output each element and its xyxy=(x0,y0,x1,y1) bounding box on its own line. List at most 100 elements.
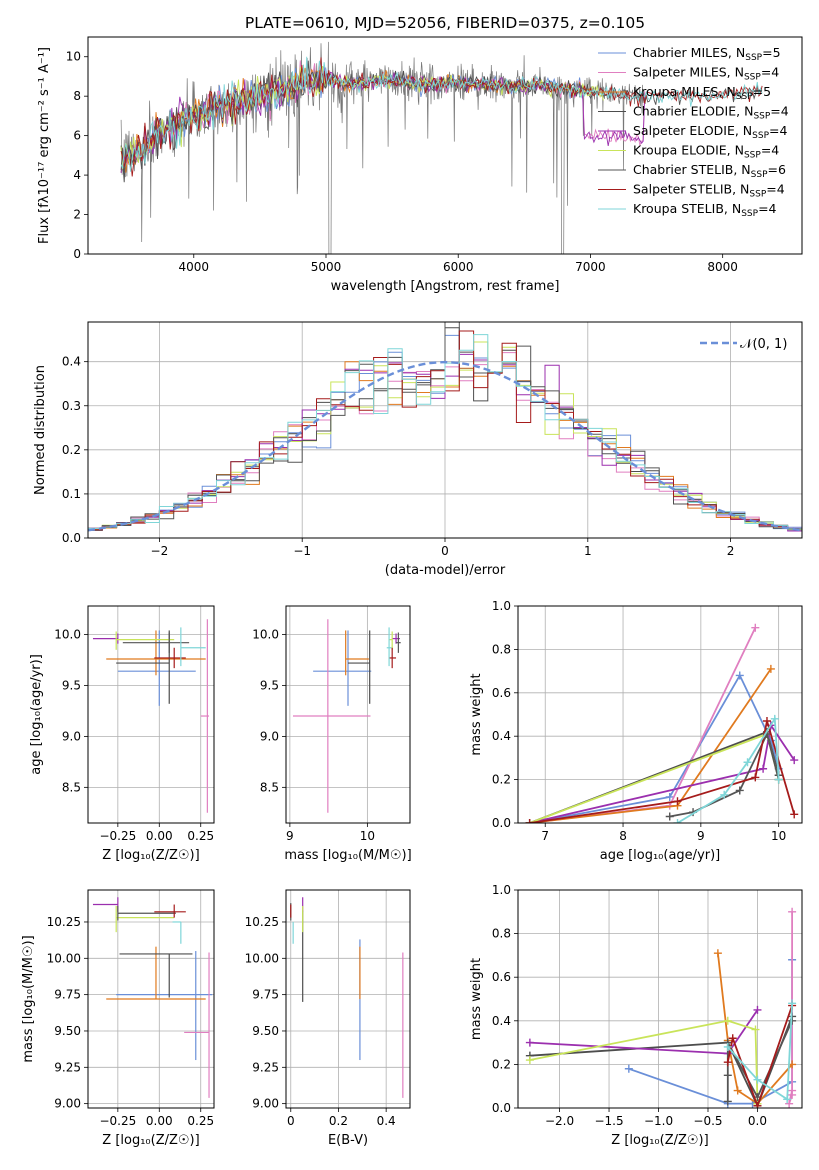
x-tick-label: 0.4 xyxy=(377,1114,396,1128)
series-line xyxy=(529,732,780,823)
y-tick-label: 0.4 xyxy=(492,729,511,743)
y-tick-label: 10.25 xyxy=(245,915,279,929)
data-point xyxy=(788,999,797,1008)
y-tick-label: 0.6 xyxy=(492,970,511,984)
data-point xyxy=(762,717,771,726)
x-tick-label: 7 xyxy=(541,829,549,843)
x-tick-label: 0.00 xyxy=(146,829,173,843)
data-point xyxy=(728,1034,737,1043)
y-tick-label: 8.5 xyxy=(260,780,279,794)
y-tick-label: 9.0 xyxy=(62,729,81,743)
spectrum-panel-plot-area xyxy=(120,41,763,254)
data-point xyxy=(525,819,534,823)
x-tick-label: 9 xyxy=(286,829,294,843)
y-tick-label: 9.50 xyxy=(252,1024,279,1038)
series-kroupa-stelib xyxy=(673,714,783,823)
errorbar-chabrier-elodie xyxy=(116,630,170,704)
data-point xyxy=(766,664,775,673)
errorbar-salpeter-elodie xyxy=(92,633,119,644)
y-tick-label: 9.75 xyxy=(252,988,279,1002)
mass-vs-ebv-panel-plot-area xyxy=(290,897,404,1098)
y-tick-label: 9.25 xyxy=(54,1060,81,1074)
legend-label-chabrier-elodie: Chabrier ELODIE, NSSP=4 xyxy=(633,104,789,122)
data-point xyxy=(790,810,799,819)
y-tick-label: 10.25 xyxy=(47,915,81,929)
data-point xyxy=(751,773,760,782)
legend-value: =4 xyxy=(770,104,788,119)
legend-label-salpeter-stelib: Salpeter STELIB, NSSP=4 xyxy=(633,182,785,200)
series-line xyxy=(529,1009,759,1055)
y-tick-label: 10.0 xyxy=(252,628,279,642)
axes-frame xyxy=(87,889,215,1109)
series-chabrier-miles xyxy=(624,955,797,1108)
x-tick-label: 8000 xyxy=(707,260,738,274)
figure-title: PLATE=0610, MJD=52056, FIBERID=0375, z=0… xyxy=(245,14,645,32)
y-tick-label: 9.5 xyxy=(62,678,81,692)
data-point xyxy=(735,671,744,680)
y-tick-label: 0.4 xyxy=(62,355,81,369)
data-point xyxy=(788,907,797,916)
data-point xyxy=(525,1038,534,1047)
mass-vs-Z-panel: −0.25 0.00 0.25 9.00 9.25 9.50 9.75 10.00 10.25 Z… xyxy=(21,889,215,1148)
histogram-salpeter-elodie xyxy=(88,353,802,532)
age-vs-mass-panel: 9 10 8.5 9.0 9.5 10.0 mass [log₁₀(M/M☉)] xyxy=(252,605,412,863)
y-tick-label: 9.5 xyxy=(260,678,279,692)
y-tick-label: 9.25 xyxy=(252,1060,279,1074)
x-tick-label: 0.0 xyxy=(748,1114,767,1128)
data-point xyxy=(723,1071,732,1080)
legend-subscript: SSP xyxy=(744,73,761,83)
y-tick-label: 0 xyxy=(73,247,81,261)
y-tick-label: 10.00 xyxy=(245,951,279,965)
errorbar-salpeter-stelib xyxy=(389,647,397,669)
mass-vs-Z-panel-plot-area xyxy=(92,897,213,1098)
data-point xyxy=(790,756,799,765)
x-tick-label: 0.25 xyxy=(187,829,214,843)
data-point xyxy=(713,949,722,958)
errorbar-salpeter-elodie xyxy=(92,897,119,912)
axes-frame xyxy=(285,605,411,824)
data-point xyxy=(723,1042,732,1051)
errorbar-kroupa-miles xyxy=(345,630,369,676)
x-tick-label: 9 xyxy=(697,829,705,843)
axes-frame xyxy=(517,889,803,1109)
x-axis-label: (data-model)/error xyxy=(385,563,506,578)
legend-subscript: SSP xyxy=(751,170,768,180)
data-point xyxy=(720,790,729,799)
legend-value: =4 xyxy=(761,143,779,158)
x-tick-label: 0 xyxy=(287,1114,295,1128)
x-axis-label: E(B-V) xyxy=(328,1133,368,1148)
legend-subscript: SSP xyxy=(744,151,761,161)
series-chabrier-miles xyxy=(525,671,783,823)
y-tick-label: 9.75 xyxy=(54,988,81,1002)
x-tick-label: −1.0 xyxy=(644,1114,673,1128)
x-tick-label: −1.5 xyxy=(594,1114,623,1128)
sfh-age-panel: 7 8 9 10 0.0 0.2 0.4 0.6 0.8 1.0 age [log₁₀(age/yr… xyxy=(469,599,803,863)
legend-subscript: SSP xyxy=(741,209,758,219)
y-axis-label: Flux [fλ10⁻¹⁷ erg cm⁻² s⁻¹ A⁻¹] xyxy=(37,47,52,244)
y-tick-label: 9.50 xyxy=(54,1024,81,1038)
x-tick-label: −2 xyxy=(151,544,169,558)
errorbar-salpeter-miles xyxy=(292,619,371,813)
data-point xyxy=(785,1099,794,1108)
errorbar-kroupa-miles xyxy=(106,630,206,676)
residuals-panel-plot-area xyxy=(88,322,802,532)
x-tick-label: 0.00 xyxy=(146,1114,173,1128)
errorbar-kroupa-stelib xyxy=(180,627,206,667)
x-tick-label: 5000 xyxy=(311,260,342,274)
series-line xyxy=(529,627,757,823)
spectrum-panel: 4000 5000 6000 7000 8000 0 2 4 6 8 10 wavelength [A… xyxy=(37,36,803,294)
age-vs-mass-panel-plot-area xyxy=(292,619,401,813)
legend-value: =5 xyxy=(762,45,780,60)
errorbar-salpeter-stelib xyxy=(154,904,186,918)
errorbar-kroupa-elodie xyxy=(115,631,175,650)
model-line-chabrier-stelib xyxy=(120,60,763,173)
y-tick-label: 0.0 xyxy=(492,816,511,830)
x-tick-label: 0.25 xyxy=(187,1114,214,1128)
data-point xyxy=(723,1058,732,1067)
legend-label-salpeter-elodie: Salpeter ELODIE, NSSP=4 xyxy=(633,123,788,141)
data-point xyxy=(759,764,768,773)
age-vs-Z-panel-plot-area xyxy=(92,619,210,813)
data-point xyxy=(733,1086,742,1095)
y-tick-label: 9.00 xyxy=(252,1097,279,1111)
legend-value: =5 xyxy=(753,84,771,99)
